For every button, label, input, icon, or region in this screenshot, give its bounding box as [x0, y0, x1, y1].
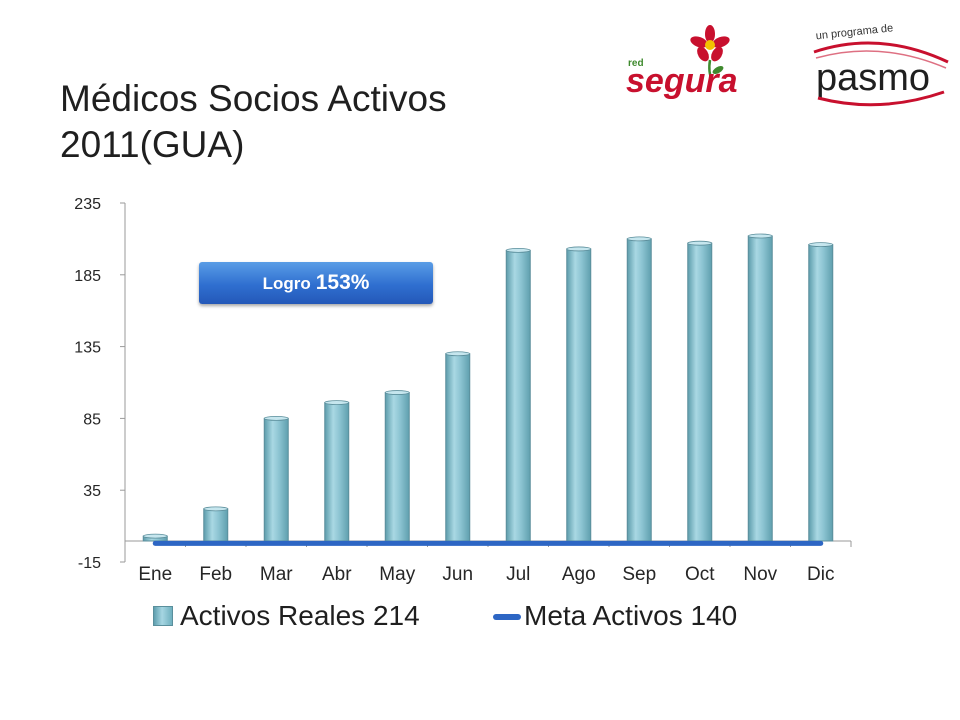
- bar: [203, 506, 229, 542]
- bar-top: [626, 236, 652, 242]
- x-tick-label: Dic: [807, 564, 834, 585]
- bar: [324, 400, 350, 542]
- x-tick-label: Oct: [685, 564, 715, 585]
- segura-logo-small: red: [628, 58, 644, 69]
- bar: [384, 390, 410, 542]
- bar-body: [747, 235, 773, 542]
- bar-body: [505, 249, 531, 542]
- bar: [263, 415, 289, 542]
- x-tick-label: Ene: [138, 564, 172, 585]
- x-tick-label: May: [379, 564, 415, 585]
- bar: [808, 242, 834, 542]
- bar-body: [324, 402, 350, 542]
- y-tick-label: 135: [74, 340, 101, 357]
- y-tick-label: 35: [83, 483, 101, 500]
- x-tick-label: Feb: [199, 564, 232, 585]
- flower-icon: [690, 25, 730, 81]
- axis-layer: [120, 202, 852, 563]
- y-tick-label: 185: [74, 268, 101, 285]
- bar-body: [263, 417, 289, 542]
- bar: [445, 351, 471, 542]
- bar: [747, 233, 773, 542]
- y-tick-label: -15: [78, 555, 101, 572]
- bar-body: [384, 392, 410, 542]
- segura-logo-main: segura: [626, 62, 738, 100]
- pasmo-logo: un programa de pasmo: [813, 22, 949, 107]
- bar-top: [384, 390, 410, 395]
- bar: [626, 236, 652, 542]
- legend-line-swatch: [493, 614, 521, 620]
- legend-activos-reales: Activos Reales 214: [180, 600, 420, 631]
- bar-body: [445, 353, 471, 542]
- bar: [505, 247, 531, 542]
- x-tick-label: Jul: [506, 564, 530, 585]
- legend-bar-swatch: [153, 606, 173, 626]
- achievement-value: 153%: [315, 271, 370, 294]
- x-tick-label: Abr: [322, 564, 352, 585]
- bar-body: [203, 508, 229, 542]
- bar-top: [808, 242, 834, 248]
- bar-body: [566, 248, 592, 542]
- bar-top: [687, 240, 713, 246]
- title-line-1: Médicos Socios Activos: [60, 78, 447, 119]
- label-layer: 235 185 135 85 35 -15 Ene Feb Mar Abr May Jun Jul Ago…: [74, 196, 834, 585]
- bar-body: [808, 244, 834, 542]
- bar-top: [505, 247, 531, 253]
- bar-top: [566, 246, 592, 252]
- bar-top: [142, 533, 168, 539]
- x-tick-label: Ago: [562, 564, 596, 585]
- pasmo-logo-main: pasmo: [816, 57, 930, 99]
- x-tick-label: Mar: [260, 564, 293, 585]
- bar-body: [687, 242, 713, 542]
- segura-logo: red segura: [626, 25, 738, 100]
- x-tick-label: Nov: [743, 564, 777, 585]
- y-tick-label: 85: [83, 411, 101, 428]
- bar: [142, 533, 168, 542]
- bar-top: [747, 233, 773, 239]
- bar-top: [203, 506, 229, 512]
- bar-body: [626, 238, 652, 542]
- bar: [566, 246, 592, 542]
- achievement-label: Logro: [262, 274, 311, 293]
- achievement-badge: Logro 153%: [199, 262, 433, 304]
- bar-top: [263, 415, 289, 421]
- title-line-2: 2011(GUA): [60, 124, 245, 165]
- x-tick-label: Jun: [442, 564, 473, 585]
- bar: [687, 240, 713, 542]
- bar-layer: [142, 233, 834, 542]
- slide-title: Médicos Socios Activos 2011(GUA): [60, 76, 580, 168]
- x-tick-label: Sep: [622, 564, 656, 585]
- bar-top: [445, 351, 471, 357]
- bar-top: [324, 400, 350, 406]
- legend-meta-activos: Meta Activos 140: [524, 600, 738, 631]
- y-tick-label: 235: [74, 196, 101, 213]
